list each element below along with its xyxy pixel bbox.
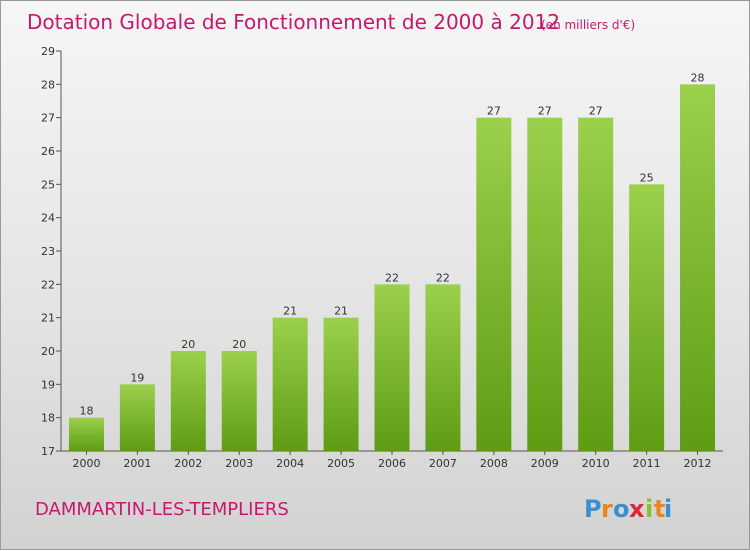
y-tick-label: 24 — [41, 212, 55, 225]
logo-letter: i — [664, 495, 672, 523]
y-tick-label: 19 — [41, 378, 55, 391]
bar-value-label: 25 — [640, 171, 654, 184]
x-tick-label: 2005 — [327, 457, 355, 470]
bar-value-label: 21 — [283, 305, 297, 318]
x-tick-label: 2010 — [582, 457, 610, 470]
bar — [323, 317, 359, 451]
chart-axes: 17 18 19 20 21 22 23 24 25 26 27 28 29 2000 2001 2002 20… — [41, 45, 723, 470]
x-tick-label: 2012 — [684, 457, 712, 470]
bar-value-label: 20 — [232, 338, 246, 351]
chart-unit: (en milliers d'€) — [541, 18, 635, 32]
x-tick-label: 2003 — [225, 457, 253, 470]
x-tick-label: 2007 — [429, 457, 457, 470]
bar — [170, 351, 206, 451]
bar — [119, 384, 155, 451]
y-tick-label: 28 — [41, 78, 55, 91]
x-tick-label: 2004 — [276, 457, 304, 470]
bar — [527, 117, 563, 452]
bar-value-label: 18 — [79, 405, 93, 418]
y-tick-label: 18 — [41, 412, 55, 425]
bar — [680, 84, 716, 451]
y-tick-label: 20 — [41, 345, 55, 358]
x-tick-label: 2001 — [123, 457, 151, 470]
y-tick-label: 29 — [41, 45, 55, 58]
bar — [425, 284, 461, 451]
x-tick-label: 2002 — [174, 457, 202, 470]
bar — [374, 284, 410, 451]
y-tick-label: 27 — [41, 112, 55, 125]
bar-value-label: 28 — [691, 71, 705, 84]
bar-value-label: 22 — [436, 271, 450, 284]
chart-title: Dotation Globale de Fonctionnement de 20… — [27, 10, 560, 34]
bar — [578, 117, 614, 452]
logo-letter: i — [645, 495, 653, 523]
bar-value-label: 21 — [334, 305, 348, 318]
y-tick-label: 22 — [41, 278, 55, 291]
bar — [221, 351, 257, 451]
bar-value-label: 27 — [487, 105, 501, 118]
bar — [272, 317, 308, 451]
y-tick-label: 23 — [41, 245, 55, 258]
bar-value-label: 19 — [130, 371, 144, 384]
bar — [68, 417, 104, 451]
logo-letter: P — [584, 495, 602, 523]
x-tick-label: 2000 — [72, 457, 100, 470]
commune-name: DAMMARTIN-LES-TEMPLIERS — [35, 499, 289, 520]
x-tick-label: 2006 — [378, 457, 406, 470]
y-tick-label: 21 — [41, 312, 55, 325]
y-tick-label: 25 — [41, 178, 55, 191]
x-tick-label: 2011 — [633, 457, 661, 470]
bar — [629, 184, 665, 452]
bar-value-label: 27 — [538, 105, 552, 118]
bar-value-label: 27 — [589, 105, 603, 118]
bar-value-label: 22 — [385, 271, 399, 284]
chart-bars: 18 19 20 20 21 21 22 22 27 27 27 25 28 — [68, 71, 716, 452]
logo-letter: x — [629, 495, 645, 523]
logo-letter: o — [613, 495, 630, 523]
logo-letter: r — [601, 495, 613, 523]
y-tick-label: 17 — [41, 445, 55, 458]
x-tick-label: 2008 — [480, 457, 508, 470]
bar — [476, 117, 512, 452]
x-tick-label: 2009 — [531, 457, 559, 470]
logo-letter: t — [654, 495, 665, 523]
y-tick-label: 26 — [41, 145, 55, 158]
bar-value-label: 20 — [181, 338, 195, 351]
